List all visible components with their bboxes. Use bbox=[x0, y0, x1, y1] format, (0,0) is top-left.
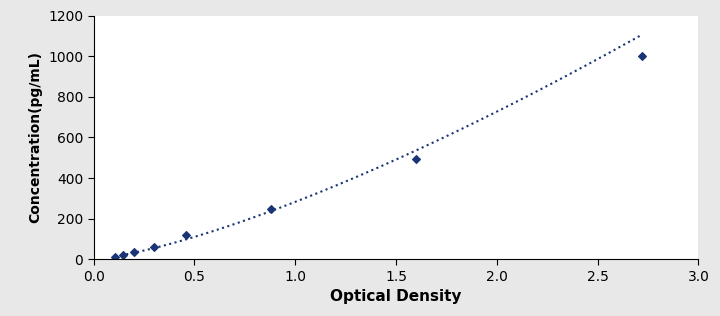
X-axis label: Optical Density: Optical Density bbox=[330, 289, 462, 304]
Y-axis label: Concentration(pg/mL): Concentration(pg/mL) bbox=[29, 52, 42, 223]
